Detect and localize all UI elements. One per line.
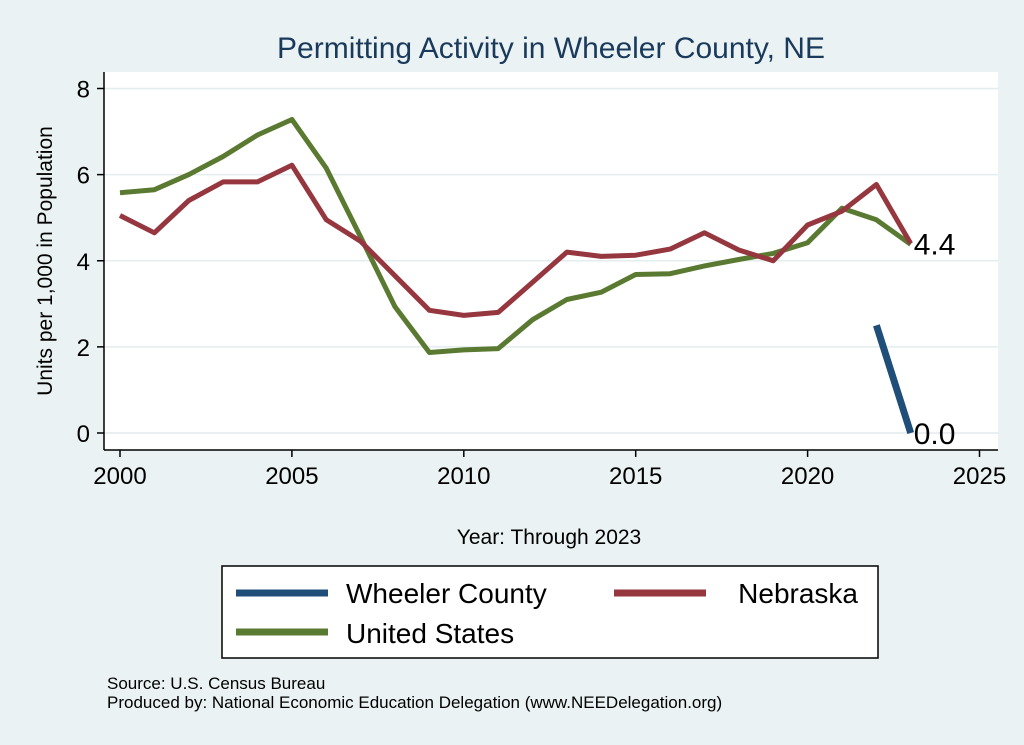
produced-by-note: Produced by: National Economic Education…: [107, 693, 722, 712]
legend-label-wheeler-county: Wheeler County: [346, 578, 547, 609]
y-axis-title: Units per 1,000 in Population: [34, 126, 57, 396]
end-labels: 0.0 4.4: [914, 229, 956, 451]
series-line-wheeler-county: [873, 324, 915, 435]
y-ticks: 0 2 4 6 8: [77, 77, 104, 448]
x-axis-title: Year: Through 2023: [457, 526, 642, 549]
legend: Wheeler County Nebraska United States: [221, 565, 879, 659]
y-tick-label-0: 0: [77, 421, 90, 448]
y-tick-label-8: 8: [77, 77, 90, 104]
y-tick-label-6: 6: [77, 163, 90, 190]
end-label-wheeler-county: 0.0: [914, 418, 956, 451]
y-tick-label-2: 2: [77, 335, 90, 362]
y-tick-label-4: 4: [77, 249, 90, 276]
series-layer: [118, 117, 915, 435]
end-label-nebraska: 4.4: [914, 229, 956, 262]
chart-title: Permitting Activity in Wheeler County, N…: [277, 32, 825, 65]
series-line-nebraska: [118, 162, 913, 318]
x-tick-label-2010: 2010: [437, 463, 490, 490]
x-tick-label-2005: 2005: [265, 463, 318, 490]
x-ticks: 2000 2005 2010 2015 2020 2025: [93, 450, 1006, 490]
legend-box: [221, 565, 879, 659]
legend-label-nebraska: Nebraska: [738, 578, 858, 609]
x-tick-label-2025: 2025: [953, 463, 1006, 490]
grid-lines: [104, 87, 998, 434]
legend-label-united-states: United States: [346, 618, 514, 649]
x-tick-label-2000: 2000: [93, 463, 146, 490]
source-note: Source: U.S. Census Bureau: [107, 674, 325, 693]
x-tick-label-2020: 2020: [781, 463, 834, 490]
x-tick-label-2015: 2015: [609, 463, 662, 490]
